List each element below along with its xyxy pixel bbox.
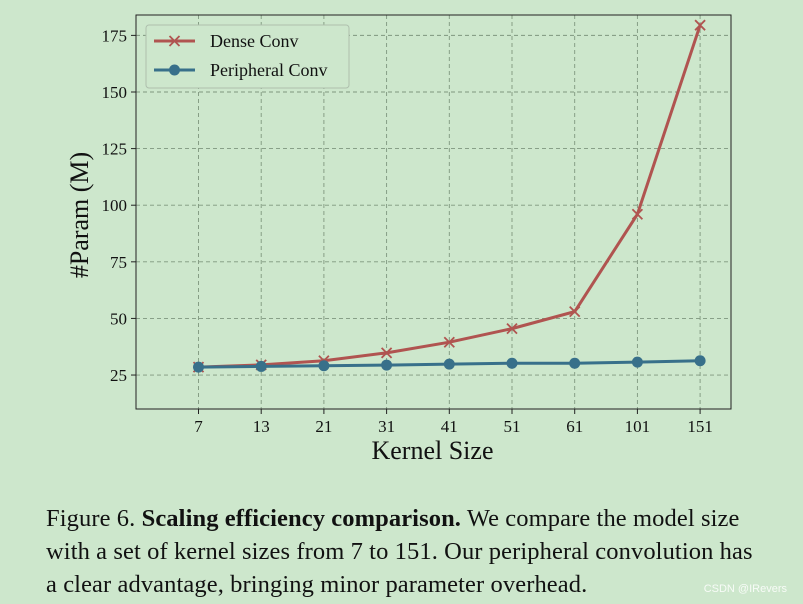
caption-text: We compare the model size with a set of … xyxy=(46,505,753,598)
x-tick-label: 13 xyxy=(253,417,270,436)
data-point xyxy=(255,360,267,372)
legend-marker xyxy=(168,35,181,47)
legend-box xyxy=(145,24,350,89)
series-peripheral-conv xyxy=(193,355,706,373)
x-tick-label: 41 xyxy=(441,417,458,436)
data-point xyxy=(569,305,581,318)
data-point xyxy=(506,357,518,369)
y-axis-label: #Param (M) xyxy=(65,152,94,278)
plot-frame xyxy=(135,14,732,410)
legend-item: Peripheral Conv xyxy=(154,60,327,80)
x-tick-label: 51 xyxy=(504,417,521,436)
x-tick-label: 101 xyxy=(625,417,651,436)
watermark: CSDN @IRevers xyxy=(703,583,787,595)
x-tick-label: 7 xyxy=(194,417,203,436)
data-point xyxy=(694,355,706,367)
legend-label: Dense Conv xyxy=(210,31,299,51)
x-axis-label: Kernel Size xyxy=(371,436,493,465)
data-point xyxy=(631,208,644,220)
legend-item: Dense Conv xyxy=(154,31,299,51)
data-point xyxy=(631,356,643,368)
legend-label: Peripheral Conv xyxy=(210,60,327,80)
data-point xyxy=(381,359,393,371)
y-tick-label: 25 xyxy=(110,366,127,385)
line-chart: 7 13 21 31 41 51 61 101 151 25 50 75 100 125 150 175 Ker… xyxy=(65,14,732,465)
figure-caption: Figure 6. Scaling efficiency comparison.… xyxy=(46,502,766,601)
caption-title: Scaling efficiency comparison. xyxy=(141,505,462,532)
y-tick-label: 125 xyxy=(102,140,128,159)
data-point xyxy=(569,357,581,369)
data-point xyxy=(443,358,455,370)
data-point xyxy=(318,360,330,372)
x-tick-label: 61 xyxy=(566,417,583,436)
y-tick-label: 50 xyxy=(110,309,127,328)
data-point xyxy=(193,361,204,373)
legend-marker xyxy=(169,64,180,76)
data-point xyxy=(380,347,393,359)
y-tick-label: 75 xyxy=(110,253,127,272)
x-tick-label: 31 xyxy=(378,417,395,436)
data-point xyxy=(694,19,706,31)
y-tick-label: 100 xyxy=(102,196,128,215)
y-tick-label: 175 xyxy=(102,26,128,45)
legend: Dense Conv Peripheral Conv xyxy=(145,24,350,89)
y-tick-label: 150 xyxy=(102,83,128,102)
data-point xyxy=(506,322,518,335)
data-point xyxy=(443,336,455,348)
x-tick-label: 21 xyxy=(315,417,332,436)
caption-label: Figure 6. xyxy=(46,505,136,532)
x-tick-label: 151 xyxy=(687,417,713,436)
